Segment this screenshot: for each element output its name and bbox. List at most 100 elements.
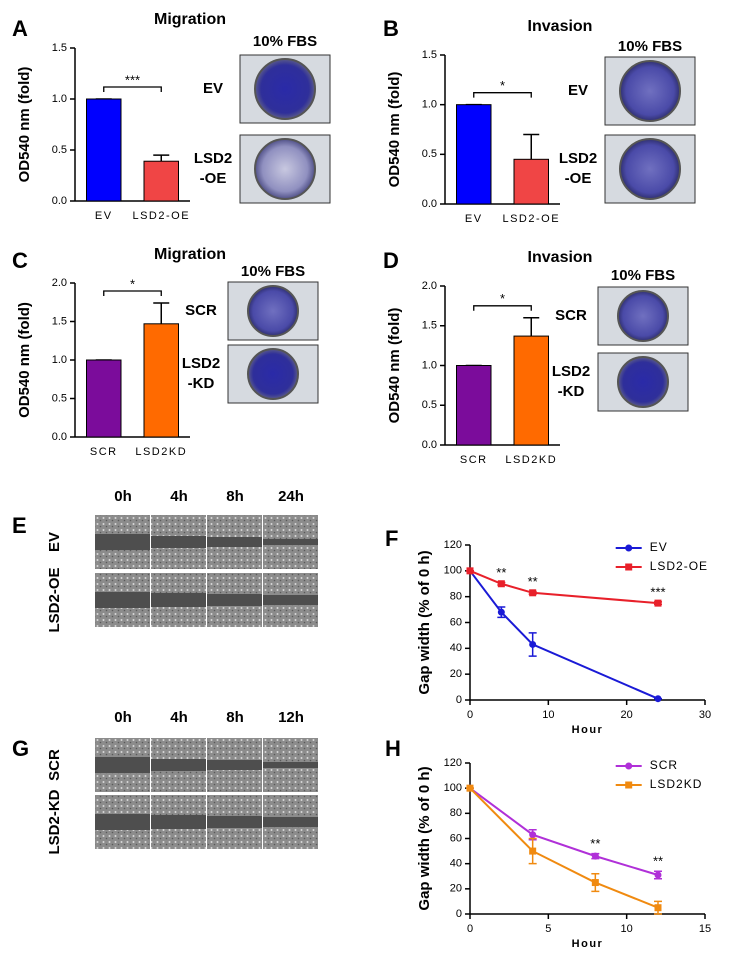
legend-label: SCR: [650, 758, 678, 772]
y-tick-label: 0.5: [422, 148, 437, 160]
well: [247, 348, 299, 400]
scratch-gap: [263, 762, 318, 768]
y-tick-label: 0.5: [52, 392, 67, 404]
panel-letter: B: [383, 16, 399, 41]
x-tick-label: SCR: [460, 454, 488, 466]
bar: [143, 323, 179, 438]
well: [619, 138, 681, 200]
x-tick-label: 0: [467, 923, 473, 935]
panel-letter: H: [385, 736, 401, 761]
series-line: [469, 787, 659, 876]
marker: [497, 580, 505, 588]
marker: [529, 831, 537, 839]
photo-header: 10% FBS: [241, 263, 305, 280]
scratch-gap: [207, 537, 262, 547]
y-tick-label: 1.5: [52, 42, 67, 54]
y-tick-label: 0: [456, 694, 462, 706]
significance-bracket: [103, 290, 162, 297]
y-tick-label: 20: [450, 883, 462, 895]
panel-letter: G: [12, 736, 29, 761]
bar: [143, 160, 179, 202]
y-tick-label: 2.0: [422, 280, 437, 292]
y-tick-label: 100: [444, 782, 462, 794]
legend-label: EV: [650, 540, 668, 554]
photo-header: 10% FBS: [611, 267, 675, 284]
row-label: -OE: [565, 170, 592, 187]
photo-header: 10% FBS: [618, 38, 682, 55]
y-tick-label: 0.5: [52, 144, 67, 156]
significance: *: [500, 78, 505, 93]
y-tick-label: 0.5: [422, 399, 437, 411]
significance: ***: [125, 72, 140, 87]
bar: [86, 98, 122, 202]
scratch-gap: [95, 757, 150, 773]
scratch-gap: [151, 759, 206, 771]
well: [617, 290, 669, 342]
marker: [529, 640, 537, 648]
row-label: -KD: [188, 375, 215, 392]
scratch-gap: [207, 816, 262, 828]
scratch-gap: [207, 594, 262, 606]
chart-title: Invasion: [528, 249, 593, 266]
x-tick-label: 10: [621, 923, 633, 935]
y-tick-label: 100: [444, 565, 462, 577]
bar: [86, 359, 122, 438]
y-axis-label: OD540 nm (fold): [386, 72, 403, 188]
y-axis-label: OD540 nm (fold): [16, 302, 33, 418]
x-tick-label: LSD2KD: [505, 454, 557, 466]
x-tick-label: SCR: [90, 446, 118, 458]
x-tick-label: 10: [542, 709, 554, 721]
chart-title: Migration: [154, 11, 226, 28]
y-tick-label: 80: [450, 591, 462, 603]
x-tick-label: EV: [465, 213, 483, 225]
marker: [466, 784, 474, 792]
well: [619, 60, 681, 122]
y-axis-label: OD540 nm (fold): [16, 67, 33, 183]
x-tick-label: LSD2KD: [135, 446, 187, 458]
y-tick-label: 40: [450, 642, 462, 654]
series-line: [469, 570, 659, 700]
y-tick-label: 1.0: [52, 93, 67, 105]
legend-label: LSD2-OE: [650, 559, 708, 573]
y-tick-label: 80: [450, 807, 462, 819]
bar: [513, 158, 549, 205]
row-label: LSD2-OE: [46, 567, 63, 632]
row-label: LSD2: [194, 150, 232, 167]
marker: [591, 879, 599, 887]
time-label: 8h: [226, 709, 244, 726]
chart-title: Invasion: [528, 18, 593, 35]
row-label: LSD2-KD: [46, 789, 63, 854]
y-tick-label: 1.5: [52, 315, 67, 327]
row-label: SCR: [185, 302, 217, 319]
x-axis-label: Hour: [572, 938, 604, 950]
series-line: [469, 787, 659, 909]
y-tick-label: 2.0: [52, 277, 67, 289]
bar: [456, 365, 492, 446]
significance: **: [653, 854, 663, 869]
y-tick-label: 60: [450, 616, 462, 628]
bar: [456, 104, 492, 205]
marker: [591, 852, 599, 860]
y-tick-label: 1.5: [422, 49, 437, 61]
panel-letter: F: [385, 526, 398, 551]
panel-letter: C: [12, 248, 28, 273]
x-tick-label: LSD2-OE: [502, 213, 560, 225]
significance: ***: [650, 584, 665, 599]
row-label: SCR: [46, 749, 63, 781]
time-label: 4h: [170, 488, 188, 505]
marker: [654, 871, 662, 879]
significance-bracket: [103, 86, 162, 92]
panel-letter: A: [12, 16, 28, 41]
significance: **: [496, 565, 506, 580]
legend-marker: [625, 544, 633, 552]
scratch-gap: [263, 595, 318, 605]
legend-marker: [625, 781, 633, 789]
y-tick-label: 20: [450, 668, 462, 680]
scratch-gap: [207, 760, 262, 770]
row-label: LSD2: [552, 363, 590, 380]
time-label: 0h: [114, 488, 132, 505]
x-tick-label: 30: [699, 709, 711, 721]
y-tick-label: 0: [456, 908, 462, 920]
scratch-gap: [151, 593, 206, 607]
row-label: SCR: [555, 307, 587, 324]
